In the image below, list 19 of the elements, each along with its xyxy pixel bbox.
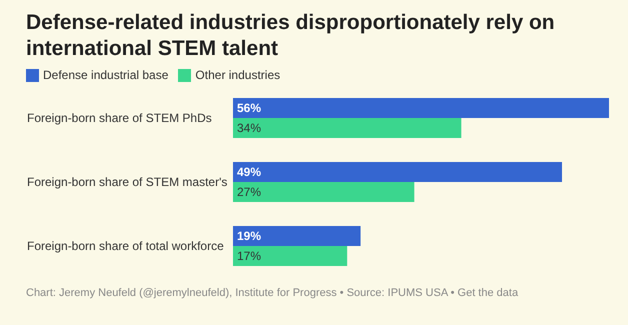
data-label: 49% <box>237 165 262 179</box>
bar <box>233 246 348 266</box>
text: Chart: Jeremy Neufeld (@jeremylneufeld), Institute for Progress • Source: IPUMS USA • Get the data <box>26 286 520 300</box>
legend-label: Other industries <box>194 68 280 82</box>
y-tick-label: Foreign-born share of STEM master's <box>27 175 228 189</box>
chart-title: Defense-related industries disproportionately rely on international STEM talent <box>26 10 556 62</box>
bar <box>233 118 462 138</box>
bar <box>233 182 414 202</box>
bar <box>233 162 562 182</box>
legend-label: Defense industrial base <box>42 68 168 82</box>
bar <box>233 226 361 246</box>
data-label: 27% <box>237 185 262 199</box>
bar <box>233 98 609 118</box>
data-label: 19% <box>237 229 262 243</box>
data-label: 34% <box>237 121 262 135</box>
data-label: 17% <box>237 249 262 263</box>
y-tick-label: Foreign-born share of STEM PhDs <box>27 111 212 125</box>
data-label: 56% <box>237 101 262 115</box>
y-tick-label: Foreign-born share of total workforce <box>27 239 224 253</box>
